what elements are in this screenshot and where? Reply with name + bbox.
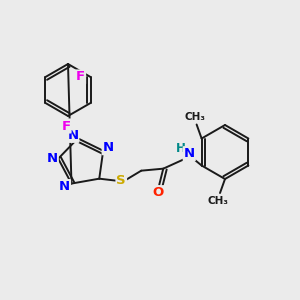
Text: N: N [103,141,114,154]
Text: F: F [76,70,85,83]
Text: N: N [47,152,58,165]
Text: O: O [153,186,164,199]
Text: F: F [61,119,70,133]
Text: N: N [184,147,195,160]
Text: S: S [116,174,126,187]
Text: N: N [67,129,78,142]
Text: CH₃: CH₃ [184,112,205,122]
Text: H: H [176,142,186,155]
Text: CH₃: CH₃ [208,196,229,206]
Text: N: N [59,180,70,193]
